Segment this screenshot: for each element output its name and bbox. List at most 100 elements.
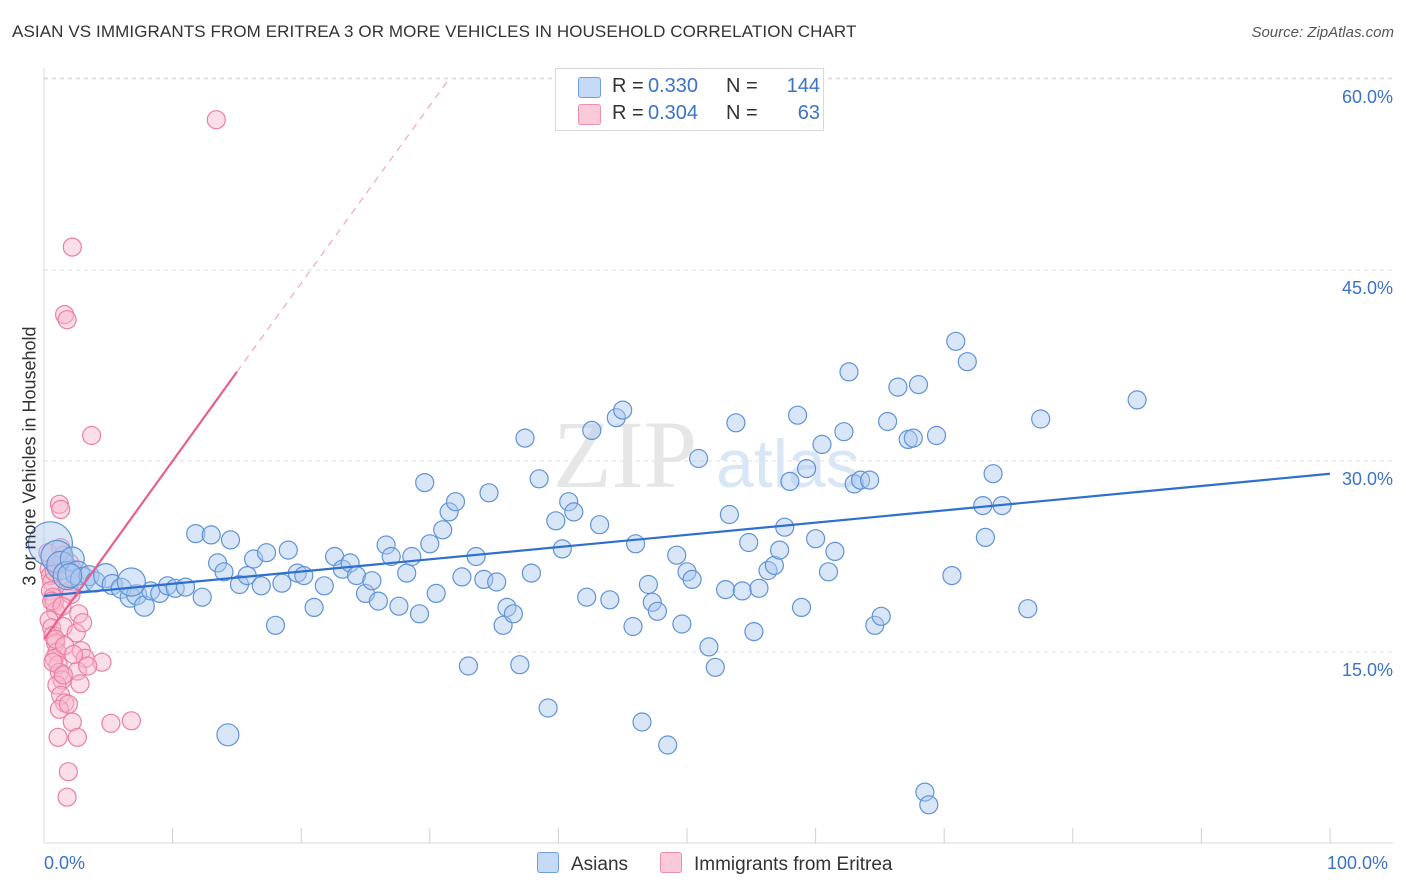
asians-point-138 <box>1127 390 1147 410</box>
eritrea-n-label: N = <box>726 102 758 124</box>
asians-point-88 <box>667 545 687 565</box>
asians-point-98 <box>732 581 752 601</box>
asians-point-107 <box>787 405 808 425</box>
asians-point-79 <box>606 408 626 428</box>
eritrea-point-43 <box>62 237 82 257</box>
asians-point-95 <box>715 579 736 600</box>
eritrea-point-25 <box>58 762 79 782</box>
watermark-atlas: atlas <box>716 426 860 502</box>
asians-swatch <box>578 77 601 98</box>
asians-point-75 <box>577 587 597 607</box>
asians-point-109 <box>796 459 817 479</box>
asians-point-118 <box>859 470 880 490</box>
asians-point-137 <box>1031 409 1051 429</box>
asians-point-134 <box>983 464 1003 484</box>
asians-point-121 <box>877 411 898 432</box>
asians-point-122 <box>888 377 908 397</box>
correlation-legend: R = 0.330 N = 144 R = 0.304 N = 63 <box>555 68 824 131</box>
eritrea-swatch <box>578 104 601 125</box>
eritrea-point-20 <box>49 699 70 719</box>
asians-point-130 <box>946 331 966 351</box>
bottom-eritrea-swatch <box>660 852 682 873</box>
asians-point-47 <box>389 596 409 616</box>
eritrea-point-32 <box>66 623 86 643</box>
eritrea-trend-extension <box>236 78 450 373</box>
y-axis-label: 3 or more Vehicles in Household <box>19 326 40 586</box>
bottom-asians-swatch <box>537 852 559 873</box>
eritrea-point-17 <box>47 675 67 695</box>
eritrea-n-value: 63 <box>797 102 820 124</box>
asians-point-74 <box>564 502 584 522</box>
asians-point-108 <box>791 597 812 618</box>
asians-point-87 <box>658 735 678 755</box>
asians-point-97 <box>726 413 746 433</box>
bottom-legend-asians: Asians <box>537 852 628 876</box>
asians-trend-line <box>43 472 1331 598</box>
bottom-eritrea-label: Immigrants from Eritrea <box>694 854 893 875</box>
asians-point-114 <box>834 422 854 442</box>
asians-point-32 <box>272 573 292 593</box>
asians-point-37 <box>314 576 334 596</box>
asians-point-120 <box>871 606 891 626</box>
asians-point-76 <box>582 420 602 440</box>
asians-point-140 <box>116 567 146 597</box>
eritrea-points <box>38 110 226 807</box>
eritrea-point-58 <box>63 644 84 665</box>
asians-point-58 <box>458 656 478 676</box>
eritrea-r-label: R = <box>612 102 644 124</box>
asians-point-54 <box>433 520 453 540</box>
asians-point-71 <box>546 511 566 531</box>
asians-point-50 <box>409 604 430 624</box>
asians-point-43 <box>362 571 382 591</box>
asians-point-139 <box>216 723 240 747</box>
asians-point-83 <box>632 712 652 732</box>
asians-point-92 <box>688 448 709 469</box>
asians-point-141 <box>57 562 83 589</box>
asians-point-101 <box>749 578 769 598</box>
asians-point-66 <box>510 655 530 675</box>
asians-point-94 <box>705 657 725 677</box>
asians-point-96 <box>719 504 740 525</box>
asians-r-label: R = <box>612 75 644 97</box>
asians-n-value: 144 <box>786 75 820 97</box>
asians-point-4 <box>59 546 85 572</box>
y-tick-45: 45.0% <box>1341 278 1393 298</box>
bottom-asians-label: Asians <box>571 854 629 875</box>
eritrea-point-44 <box>81 425 102 446</box>
asians-point-113 <box>825 541 845 562</box>
asians-point-20 <box>186 523 206 544</box>
asians-point-131 <box>957 352 977 372</box>
eritrea-point-41 <box>54 305 75 325</box>
eritrea-point-21 <box>58 694 79 714</box>
asians-point-128 <box>926 425 947 446</box>
asians-point-133 <box>975 527 996 548</box>
asians-point-25 <box>220 530 241 550</box>
asians-point-45 <box>376 535 396 555</box>
asians-point-51 <box>415 473 435 493</box>
asians-point-82 <box>625 534 646 554</box>
asians-point-67 <box>515 428 535 448</box>
asians-point-70 <box>538 698 558 718</box>
asians-point-81 <box>623 616 643 637</box>
asians-point-49 <box>402 546 422 567</box>
asians-point-89 <box>672 614 692 634</box>
asians-point-125 <box>908 375 929 395</box>
asians-point-85 <box>642 592 662 612</box>
y-tick-60: 60.0% <box>1341 87 1393 107</box>
asians-point-62 <box>487 572 507 592</box>
eritrea-point-24 <box>48 727 68 747</box>
asians-point-19 <box>175 577 196 597</box>
asians-point-80 <box>613 400 633 420</box>
eritrea-point-26 <box>57 787 77 807</box>
x-axis <box>44 828 1393 844</box>
eritrea-point-36 <box>92 652 112 672</box>
asians-point-126 <box>915 782 935 802</box>
eritrea-point-23 <box>67 727 88 747</box>
trend-lines <box>43 78 1331 640</box>
asians-point-46 <box>381 546 401 567</box>
asians-point-84 <box>638 574 659 595</box>
asians-point-111 <box>812 434 832 454</box>
asians-r-value: 0.330 <box>648 75 699 97</box>
asians-point-93 <box>699 637 719 657</box>
asians-point-129 <box>942 565 962 586</box>
